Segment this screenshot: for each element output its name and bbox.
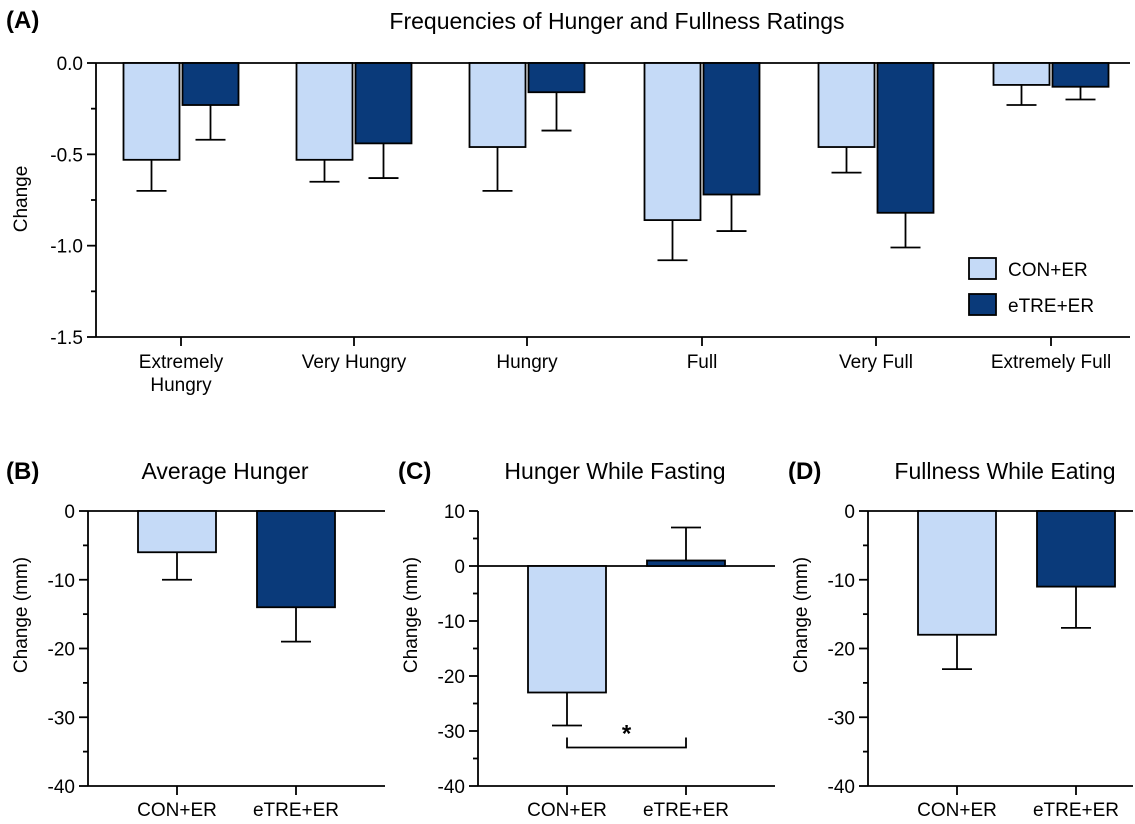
legend-swatch-con-er (968, 257, 997, 280)
panel-c-bar-con-er (527, 565, 607, 694)
panel-d-category-label: CON+ER (917, 800, 997, 821)
panel-b-ytick-label: -10 (48, 571, 75, 592)
panel-d-bar-etre-er (1036, 510, 1116, 588)
panel-d-ytick-label: -20 (828, 640, 855, 661)
panel-c-letter: (C) (398, 458, 431, 485)
panel-a-category-line: Very Full (839, 352, 913, 373)
panel-d-ytick-label: -40 (828, 777, 855, 798)
panel-a-bar-etre-er-3 (702, 62, 761, 196)
panel-b-letter: (B) (6, 458, 39, 485)
panel-b-plot: 0 -10 -20 -30 -40 CON+ER eTRE+ER (48, 502, 385, 821)
panel-d-ytick-label: 0 (844, 502, 855, 523)
panel-d-letter: (D) (788, 458, 821, 485)
panel-a-category-line: Extremely (139, 352, 224, 373)
panel-b-category-label: CON+ER (137, 800, 217, 821)
panel-a-ytick-label: -0.5 (50, 145, 83, 166)
panel-c-ytick-label: 10 (444, 502, 465, 523)
panel-b-ytick-label: -40 (48, 777, 75, 798)
panel-c-ytick-label: -30 (438, 722, 465, 743)
panel-a-ytick-label: -1.0 (50, 237, 83, 258)
panel-a-bar-con-er-5 (992, 62, 1051, 86)
panel-a-bar-con-er-2 (468, 62, 527, 148)
panel-a-bar-etre-er-5 (1051, 62, 1110, 88)
panel-a-legend: CON+ER eTRE+ER (968, 257, 1094, 317)
panel-a-title: Frequencies of Hunger and Fullness Ratin… (389, 8, 844, 34)
panel-b-ylabel: Change (mm) (11, 557, 32, 673)
panel-b-category-label: eTRE+ER (253, 800, 339, 821)
panel-d-plot: 0 -10 -20 -30 -40 CON+ER eTRE+ER (828, 502, 1133, 821)
panel-a-category-line: Extremely Full (991, 352, 1111, 373)
panel-c-ytick-label: 0 (454, 557, 465, 578)
panel-a-bar-etre-er-4 (876, 62, 935, 214)
panel-c-bar-etre-er (646, 559, 726, 567)
panel-d-ytick-label: -10 (828, 571, 855, 592)
panel-a-category-line: Hungry (496, 352, 558, 373)
legend-swatch-etre-er (968, 293, 997, 316)
panel-a-category-label: Hungry (496, 352, 558, 373)
panel-c-significance-bracket (566, 737, 687, 749)
panel-b-ytick-label: -20 (48, 640, 75, 661)
panel-b-ytick-label: 0 (64, 502, 75, 523)
panel-a-category-label: Very Full (839, 352, 913, 373)
panel-a-ytick-label: 0.0 (57, 54, 83, 75)
panel-a-bar-con-er-0 (122, 62, 181, 161)
legend-label-etre-er: eTRE+ER (1008, 296, 1094, 317)
panel-a-category-label: Very Hungry (302, 352, 407, 373)
panel-a-bar-con-er-1 (295, 62, 354, 161)
panel-b-title: Average Hunger (141, 458, 308, 484)
panel-a-bar-con-er-4 (817, 62, 876, 148)
panel-b-bar-etre-er (256, 510, 336, 609)
panel-b-bar-con-er (137, 510, 217, 554)
panel-a-category-label: Extremely Hungry (139, 352, 224, 396)
panel-a-category-label: Full (687, 352, 718, 373)
panel-c-significance-star: * (622, 721, 632, 748)
panel-a-category-label: Extremely Full (991, 352, 1111, 373)
panel-c-category-label: eTRE+ER (643, 800, 729, 821)
panel-a-category-line: Full (687, 352, 718, 373)
panel-c-ylabel: Change (mm) (401, 557, 422, 673)
legend-label-con-er: CON+ER (1008, 260, 1088, 281)
panel-c-category-label: CON+ER (527, 800, 607, 821)
panel-c-title: Hunger While Fasting (504, 458, 725, 484)
panel-c-ytick-label: -40 (438, 777, 465, 798)
panel-b-ytick-label: -30 (48, 708, 75, 729)
panel-d-ylabel: Change (mm) (791, 557, 812, 673)
panel-d-bar-con-er (917, 510, 997, 636)
panel-a-category-line: Hungry (150, 375, 212, 396)
panel-a-ylabel: Change (11, 166, 32, 233)
panel-a-bar-etre-er-2 (527, 62, 586, 94)
panel-d-title: Fullness While Eating (894, 458, 1115, 484)
panel-a-ytick-label: -1.5 (50, 328, 83, 349)
panel-c-ytick-label: -10 (438, 612, 465, 633)
panel-a-category-line: Very Hungry (302, 352, 407, 373)
panel-a-bar-con-er-3 (643, 62, 702, 221)
panel-a-letter: (A) (6, 7, 39, 34)
panel-c-plot: 10 0 -10 -20 -30 -40 CON+ER eTRE+ER * (438, 502, 775, 821)
panel-d-category-label: eTRE+ER (1033, 800, 1119, 821)
panel-a-bar-etre-er-1 (354, 62, 413, 145)
panel-d-ytick-label: -30 (828, 708, 855, 729)
panel-a-bar-etre-er-0 (181, 62, 240, 106)
panel-c-ytick-label: -20 (438, 667, 465, 688)
